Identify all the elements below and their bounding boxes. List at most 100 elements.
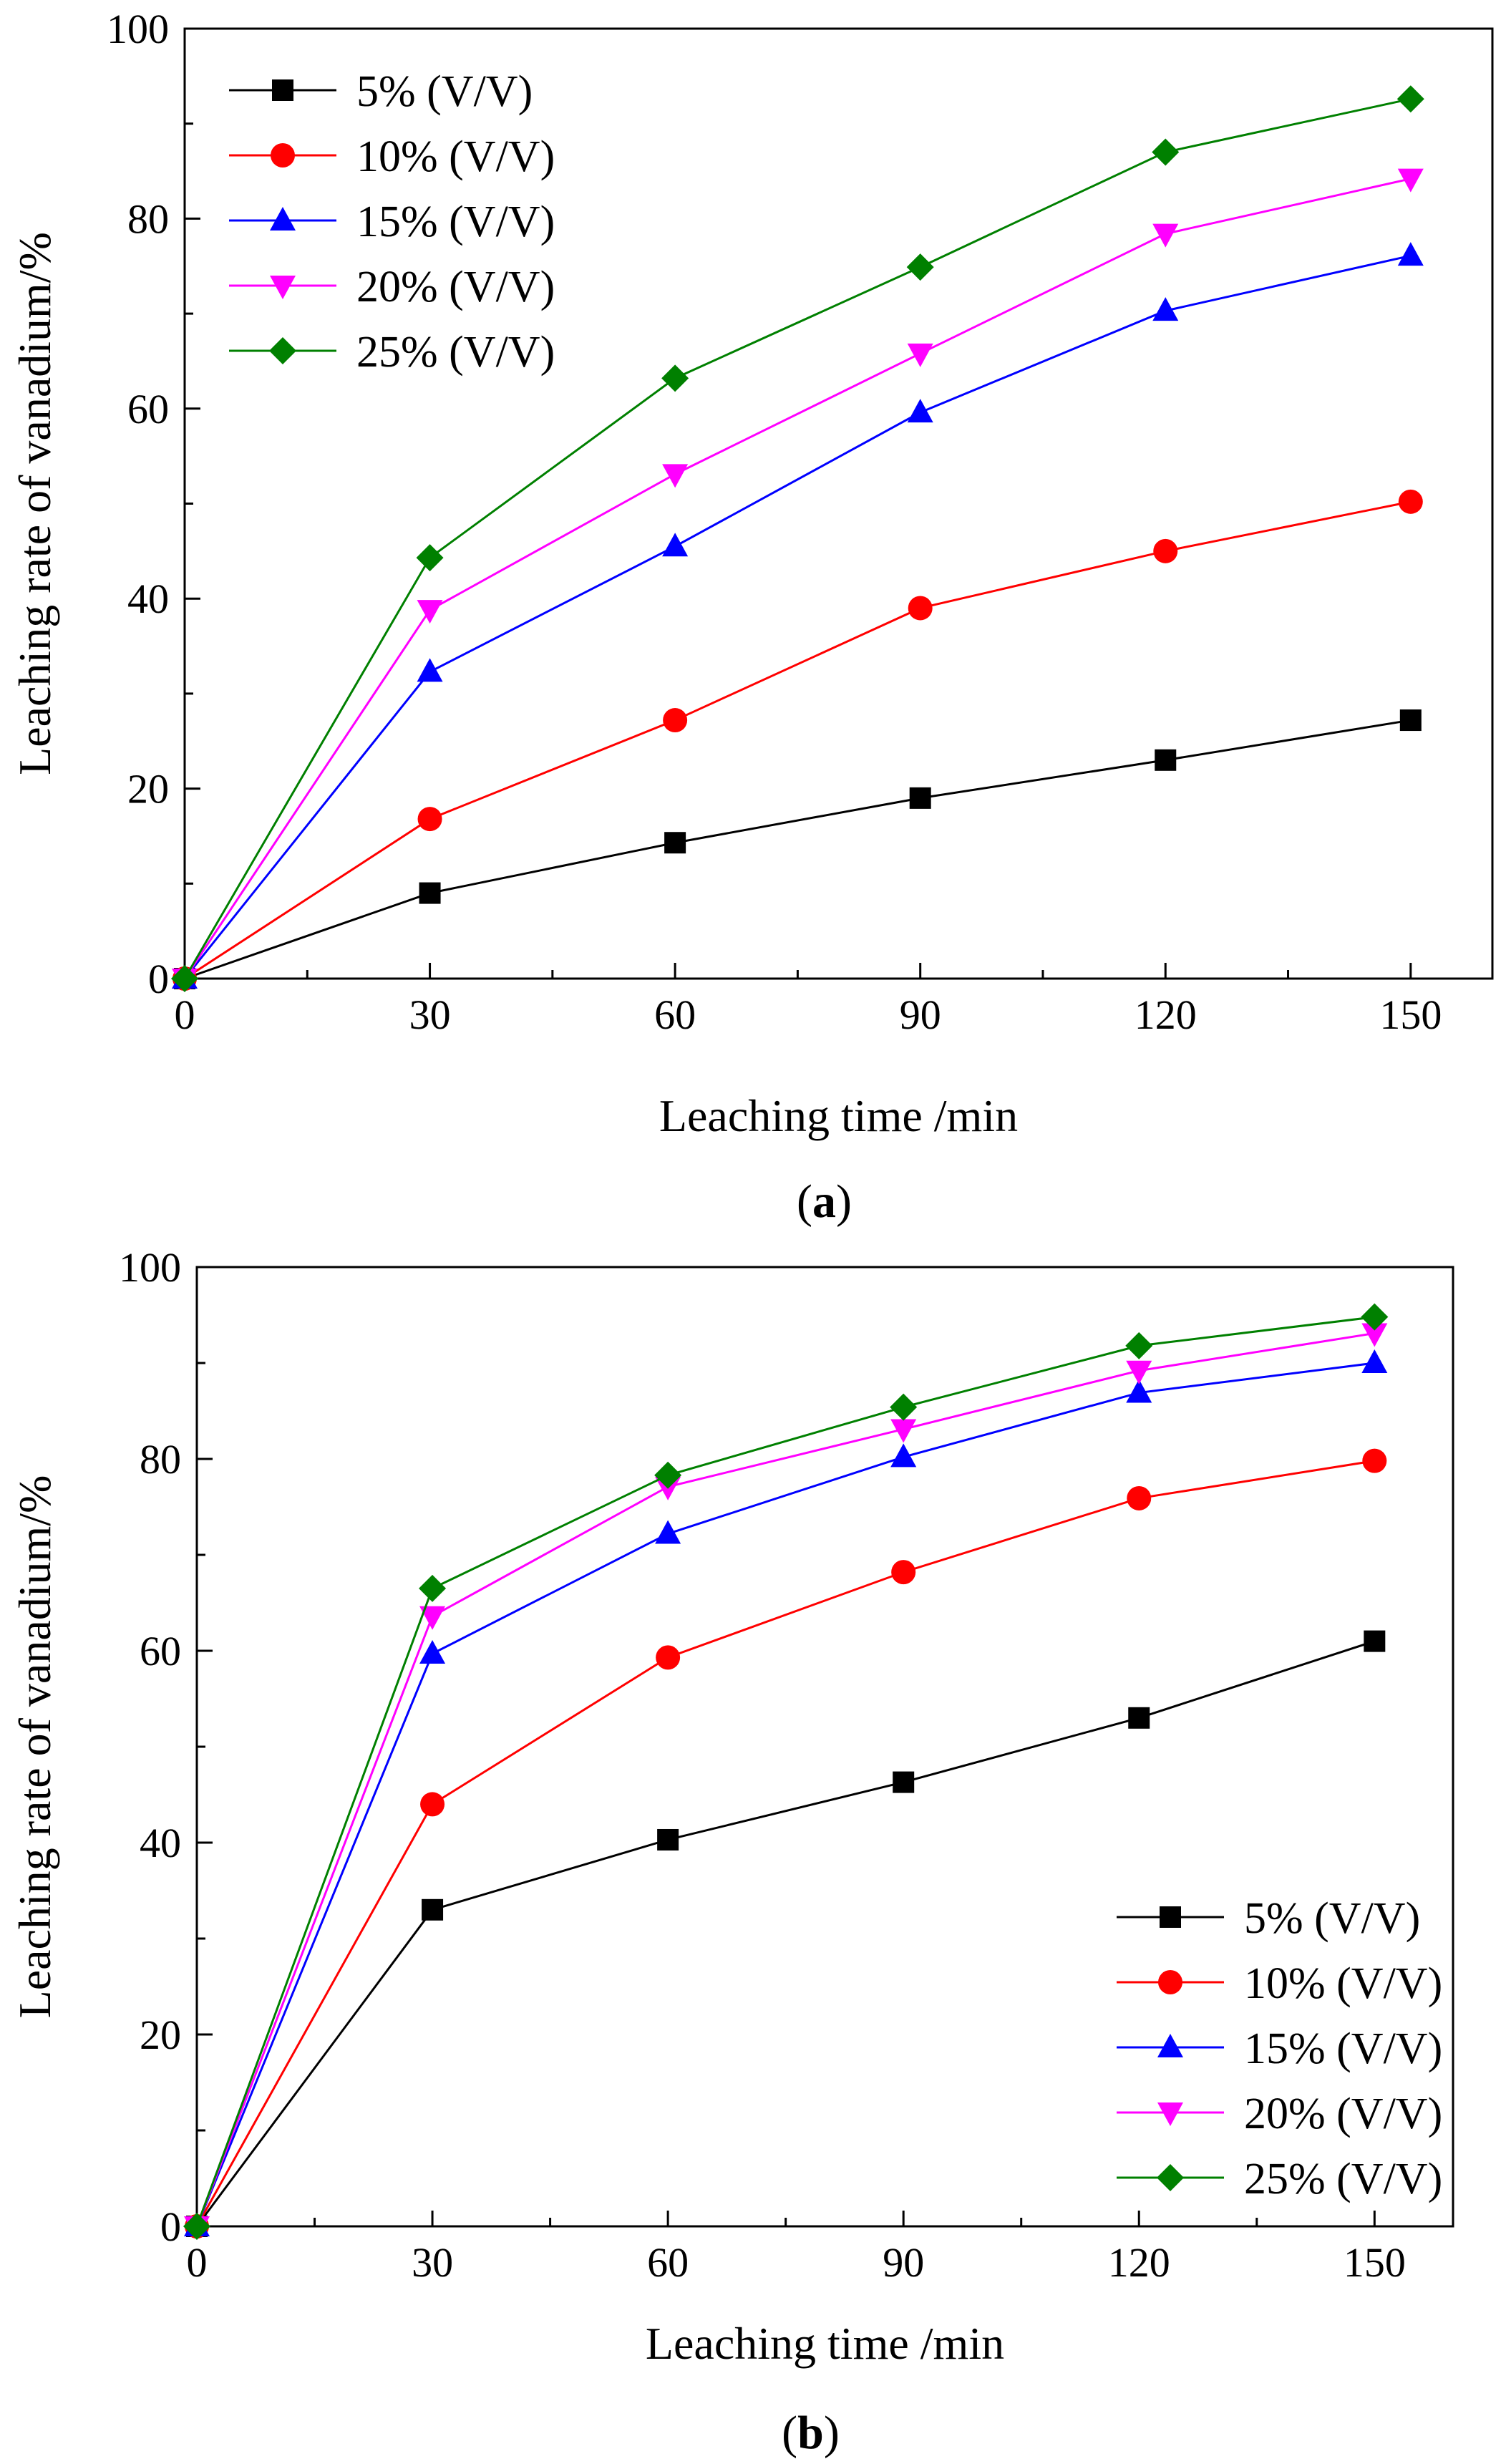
series-square [174, 709, 1422, 989]
series-diamond [183, 1303, 1389, 2240]
series-square [186, 1630, 1386, 2237]
y-tick-label: 80 [127, 195, 169, 242]
series-triangle-down [184, 1323, 1388, 2240]
legend-marker [269, 337, 296, 364]
data-point [890, 1419, 917, 1443]
legend-label: 25% (V/V) [1244, 2155, 1442, 2203]
data-point [1153, 538, 1178, 563]
data-point [1361, 1349, 1388, 1373]
legend-marker [1157, 2034, 1183, 2057]
data-point [1152, 223, 1179, 248]
data-point [662, 464, 689, 488]
legend-item: 15% (V/V) [1117, 2024, 1442, 2073]
legend-item: 15% (V/V) [229, 198, 555, 246]
y-tick-label: 80 [140, 1436, 181, 1483]
data-point [171, 965, 198, 992]
panel-label: (a) [797, 1175, 852, 1228]
legend-item: 5% (V/V) [1117, 1894, 1420, 1943]
y-axis-title: Leaching rate of vanadium/% [9, 232, 60, 775]
legend-marker [1157, 2164, 1184, 2191]
data-point [663, 708, 688, 733]
series-circle [185, 1448, 1387, 2239]
legend-label: 20% (V/V) [356, 263, 555, 311]
series-line [183, 178, 1412, 979]
data-point [656, 1645, 681, 1670]
panel-label-close: ) [836, 1175, 852, 1228]
chart-panel-a: 0 30 60 90 120 150 0 20 40 60 80 100 Leaching time /… [9, 6, 1494, 1228]
data-point [1126, 1379, 1152, 1403]
series-line [184, 500, 1412, 980]
x-tick-label: 150 [1379, 991, 1442, 1038]
legend-item: 20% (V/V) [1117, 2090, 1442, 2138]
data-point [1361, 1303, 1389, 1331]
data-point [1152, 297, 1179, 321]
data-point [890, 1393, 918, 1421]
data-point [1364, 1630, 1386, 1652]
chart-panel-b: 0 30 60 90 120 150 0 20 40 60 80 100 Leaching time /… [9, 1244, 1454, 2459]
data-point [654, 1461, 682, 1489]
plot-frame [195, 1266, 1454, 2228]
panel-label-open: ( [782, 2407, 797, 2459]
y-tick-label: 20 [140, 2012, 181, 2058]
series-line [195, 1362, 1375, 2227]
data-point [891, 1560, 916, 1585]
legend-item: 10% (V/V) [1117, 1959, 1442, 2008]
data-point [420, 1792, 445, 1817]
x-tick-label: 90 [883, 2239, 924, 2286]
panel-label-letter: a [812, 1175, 836, 1228]
legend-item: 5% (V/V) [229, 67, 533, 116]
x-tick-label: 90 [900, 991, 941, 1038]
data-point [664, 832, 686, 854]
y-tick-label: 20 [127, 766, 169, 813]
data-point [419, 1574, 447, 1602]
series-line [183, 97, 1412, 979]
panel-label-letter: b [797, 2407, 824, 2459]
legend-marker [1160, 1906, 1181, 1928]
data-point [1397, 242, 1424, 266]
data-point [422, 1898, 444, 1921]
data-point [1396, 85, 1424, 113]
data-point [1399, 709, 1422, 732]
legend-item: 20% (V/V) [229, 263, 555, 311]
legend-label: 20% (V/V) [1244, 2090, 1442, 2138]
data-point [1398, 489, 1423, 514]
x-axis-title: Leaching time /min [659, 1090, 1018, 1141]
legend-item: 25% (V/V) [229, 328, 555, 377]
legend-label: 10% (V/V) [356, 132, 555, 181]
x-tick-label: 30 [409, 991, 451, 1038]
legend-label: 25% (V/V) [356, 328, 555, 377]
legend: 5% (V/V) 10% (V/V) 15% (V/V) 20% (V/V) 25% (… [229, 67, 555, 377]
data-point [907, 343, 933, 367]
legend-label: 5% (V/V) [356, 67, 533, 116]
legend-label: 10% (V/V) [1244, 1959, 1442, 2008]
data-point [662, 533, 689, 557]
data-point [1127, 1485, 1152, 1510]
legend-marker [1158, 1970, 1182, 1994]
panel-label: (b) [782, 2407, 840, 2459]
series-circle [173, 489, 1423, 991]
panel-label-open: ( [797, 1175, 812, 1228]
x-tick-label: 60 [647, 2239, 689, 2286]
y-tick-label: 100 [119, 1244, 181, 1291]
series-line [195, 1460, 1375, 2227]
data-point [1362, 1448, 1387, 1473]
data-point [1361, 1323, 1388, 1347]
x-tick-label: 0 [175, 991, 195, 1038]
series-diamond [171, 85, 1424, 992]
panel-label-close: ) [824, 2407, 840, 2459]
data-point [417, 600, 443, 624]
data-point [1128, 1707, 1150, 1729]
y-tick-label: 60 [140, 1628, 181, 1674]
data-point [417, 658, 443, 682]
data-point [657, 1828, 679, 1851]
series-line [195, 1332, 1375, 2227]
data-point [419, 1640, 446, 1664]
legend-label: 5% (V/V) [1244, 1894, 1420, 1943]
data-point [416, 544, 444, 572]
series-line [195, 1640, 1375, 2227]
data-point [655, 1520, 681, 1544]
y-tick-label: 60 [127, 386, 169, 432]
legend-label: 15% (V/V) [356, 198, 555, 246]
data-point [1125, 1332, 1153, 1359]
